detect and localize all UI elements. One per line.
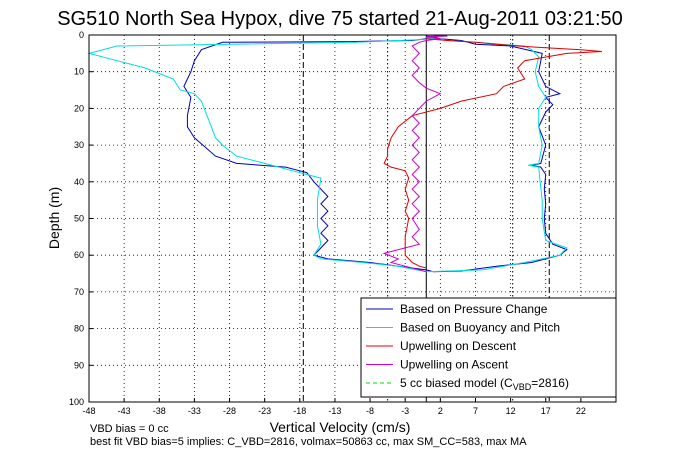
legend-box <box>360 297 617 398</box>
y-tick-label: 50 <box>74 214 84 224</box>
y-ticks: 0 10 20 30 40 50 60 70 80 90 100 <box>69 30 93 407</box>
x-tick-label: -43 <box>118 406 131 416</box>
x-tick-label: -23 <box>258 406 271 416</box>
x-tick-label: 12 <box>506 406 516 416</box>
legend-entry: Based on Buoyancy and Pitch <box>400 321 560 335</box>
legend-entry: Upwelling on Ascent <box>400 358 509 372</box>
y-tick-label: 0 <box>79 30 84 40</box>
x-tick-label: -48 <box>82 406 95 416</box>
y-tick-label: 90 <box>74 360 84 370</box>
y-axis-label: Depth (m) <box>46 187 62 249</box>
y-tick-label: 70 <box>74 287 84 297</box>
y-tick-label: 40 <box>74 177 84 187</box>
x-tick-label: 22 <box>576 406 586 416</box>
y-tick-label: 10 <box>74 67 84 77</box>
best-fit-note: best fit VBD bias=5 implies: C_VBD=2816,… <box>90 436 527 448</box>
y-tick-label: 100 <box>69 397 84 407</box>
series-group <box>87 34 602 273</box>
chart-title: SG510 North Sea Hypox, dive 75 started 2… <box>57 8 623 30</box>
x-tick-label: 17 <box>541 406 551 416</box>
x-tick-label: -33 <box>188 406 201 416</box>
series-line-4 <box>382 34 448 273</box>
x-axis-label: Vertical Velocity (cm/s) <box>270 419 411 435</box>
y-tick-label: 20 <box>74 103 84 113</box>
x-tick-label: 2 <box>438 406 443 416</box>
vbd-bias-note: VBD bias = 0 cc <box>90 423 169 435</box>
legend-entry: 5 cc biased model (CVBD=2816) <box>400 376 569 392</box>
x-tick-label: -38 <box>153 406 166 416</box>
legend-entry: Upwelling on Descent <box>400 339 517 353</box>
series-line-3 <box>383 38 602 269</box>
y-tick-label: 80 <box>74 324 84 334</box>
x-tick-label: 7 <box>473 406 478 416</box>
legend: Based on Pressure Change Based on Buoyanc… <box>360 297 617 398</box>
y-tick-label: 60 <box>74 250 84 260</box>
series-line-2 <box>87 37 568 273</box>
x-tick-label: -8 <box>366 406 374 416</box>
x-tick-label: -28 <box>223 406 236 416</box>
x-tick-label: -13 <box>328 406 341 416</box>
legend-entry: Based on Pressure Change <box>400 302 548 316</box>
x-ticks: -48 -43 -38 -33 -28 -23 -18 -13 -8 -3 2 7 12 17 22 <box>82 398 586 416</box>
y-tick-label: 30 <box>74 140 84 150</box>
x-tick-label: -18 <box>293 406 306 416</box>
x-tick-label: -3 <box>401 406 409 416</box>
